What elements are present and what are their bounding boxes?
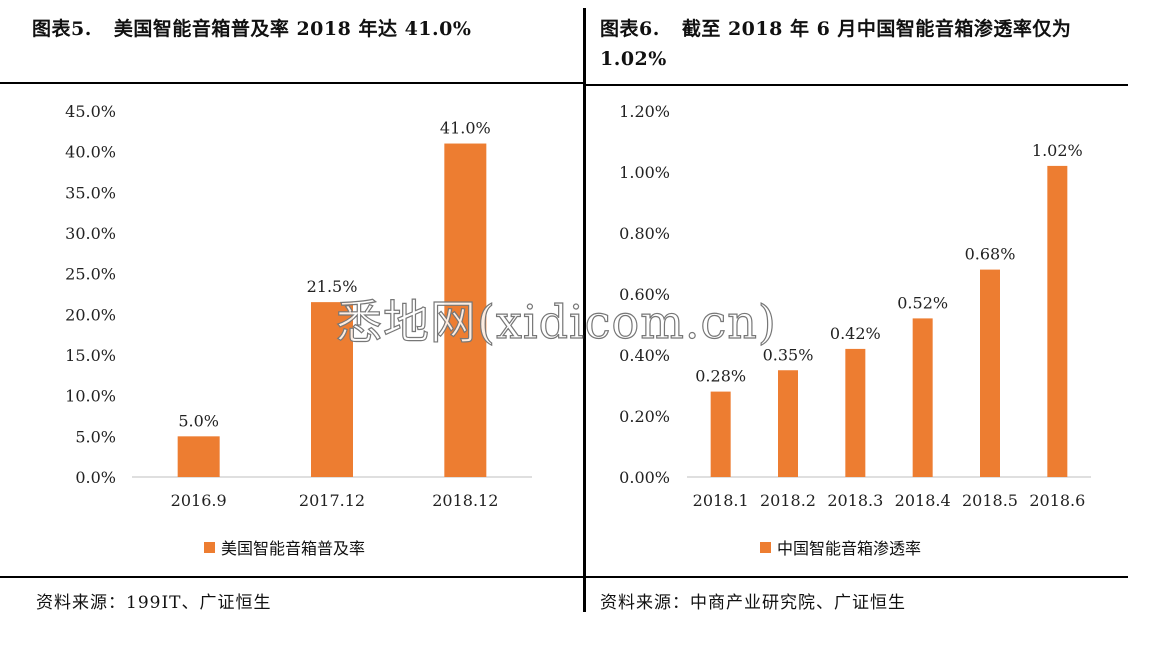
y-tick-label: 20.0%: [65, 305, 116, 324]
bar: [778, 370, 798, 477]
chart-title-text: 截至 2018 年 6 月中国智能音箱渗透率仅为 1.02%: [600, 18, 1072, 70]
chart-title-text: 美国智能音箱普及率 2018 年达 41.0%: [113, 18, 472, 40]
data-label: 21.5%: [307, 277, 358, 296]
data-label: 0.42%: [830, 324, 881, 343]
bar: [710, 391, 731, 477]
source-note: 资料来源：199IT、广证恒生: [36, 593, 272, 613]
y-tick-label: 40.0%: [65, 143, 116, 162]
legend-label: 美国智能音箱普及率: [221, 539, 366, 558]
bar-chart-us: 0.0% 5.0% 10.0% 15.0% 20.0% 25.0% 30.0% 35.0% 40…: [65, 102, 532, 510]
watermark: 悉地网(xidicom.cn): [335, 294, 777, 349]
x-tick-label: 2018.5: [962, 491, 1018, 510]
y-tick-label: 0.80%: [619, 224, 670, 243]
chart-title: 图表6. 截至 2018 年 6 月中国智能音箱渗透率仅为 1.02%: [600, 14, 1120, 74]
figure-label: 图表5.: [32, 18, 92, 40]
y-tick-label: 1.20%: [619, 102, 670, 121]
data-label: 41.0%: [440, 119, 491, 138]
data-label: 1.02%: [1032, 141, 1083, 160]
x-tick-label: 2016.9: [171, 491, 227, 510]
bar: [845, 348, 866, 477]
y-tick-label: 0.20%: [619, 407, 670, 426]
legend-swatch: [760, 541, 771, 553]
data-label: 0.68%: [965, 245, 1016, 264]
bar: [177, 436, 220, 477]
data-label: 0.35%: [763, 345, 814, 364]
source-note: 资料来源：中商产业研究院、广证恒生: [600, 593, 906, 613]
chart-panel-china: 图表6. 截至 2018 年 6 月中国智能音箱渗透率仅为 1.02% 0.00%…: [586, 0, 1160, 654]
y-tick-label: 0.60%: [619, 285, 670, 304]
x-tick-label: 2018.1: [693, 491, 749, 510]
data-label: 0.28%: [695, 367, 746, 386]
panel-divider: [583, 8, 586, 612]
bar: [980, 269, 1000, 477]
y-tick-label: 0.0%: [75, 468, 116, 487]
bar: [912, 318, 933, 477]
bar: [444, 143, 487, 478]
y-tick-label: 0.40%: [619, 346, 670, 365]
bar-chart-china: 0.00% 0.20% 0.40% 0.60% 0.80% 1.00% 1.20% 0.28%…: [619, 102, 1091, 510]
bar: [311, 302, 353, 477]
y-tick-label: 15.0%: [65, 346, 116, 365]
y-tick-label: 35.0%: [65, 183, 116, 202]
x-tick-label: 2018.4: [895, 491, 951, 510]
bottom-rule: [0, 576, 584, 578]
x-tick-label: 2017.12: [299, 491, 365, 510]
legend: 中国智能音箱渗透率: [760, 535, 921, 559]
x-tick-label: 2018.6: [1029, 491, 1085, 510]
y-tick-label: 30.0%: [65, 224, 116, 243]
y-tick-label: 10.0%: [65, 387, 116, 406]
figure-label: 图表6.: [600, 18, 660, 40]
legend-swatch: [204, 541, 215, 553]
x-tick-label: 2018.3: [827, 491, 883, 510]
x-tick-label: 2018.12: [432, 491, 498, 510]
chart-panel-us: 图表5. 美国智能音箱普及率 2018 年达 41.0% 0.0% 5.0% 10.0…: [0, 14, 584, 613]
top-rule: [586, 84, 1128, 86]
y-tick-label: 25.0%: [65, 265, 116, 284]
top-rule: [0, 82, 584, 84]
y-tick-label: 0.00%: [619, 468, 670, 487]
bottom-rule: [586, 576, 1128, 578]
x-tick-label: 2018.2: [760, 491, 816, 510]
data-label: 0.52%: [897, 293, 948, 312]
y-tick-label: 1.00%: [619, 163, 670, 182]
bar: [1047, 165, 1068, 477]
y-tick-label: 45.0%: [65, 102, 116, 121]
data-label: 5.0%: [178, 411, 219, 430]
legend: 美国智能音箱普及率: [204, 535, 365, 559]
y-tick-label: 5.0%: [75, 427, 116, 446]
legend-label: 中国智能音箱渗透率: [777, 539, 922, 558]
chart-title: 图表5. 美国智能音箱普及率 2018 年达 41.0%: [32, 14, 471, 44]
